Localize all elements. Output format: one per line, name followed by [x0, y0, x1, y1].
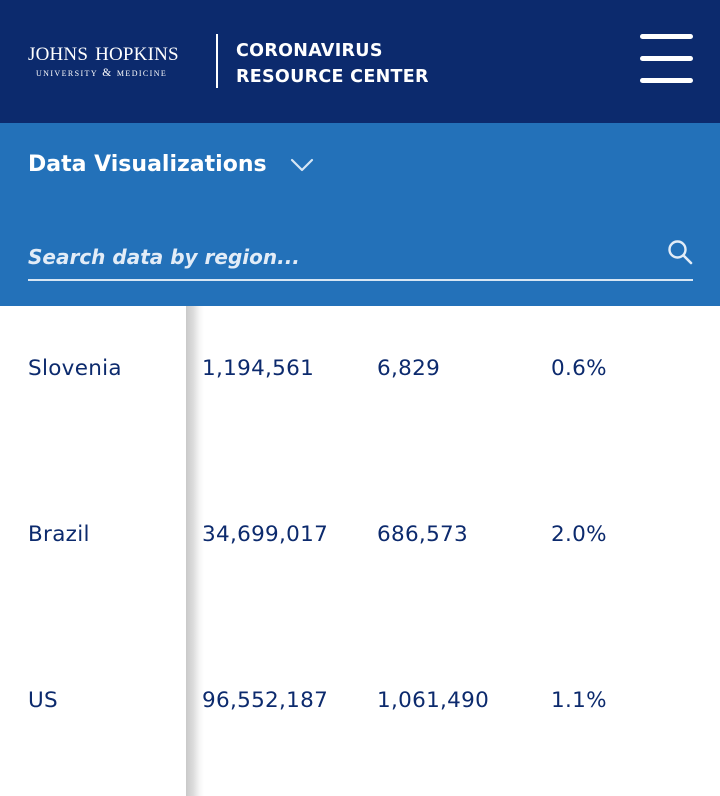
site-header: JOHNS HOPKINS UNIVERSITY & MEDICINE CORO… — [0, 0, 720, 123]
cases-cell: 1,194,561 — [202, 356, 315, 381]
rate-cell: 1.1% — [551, 688, 607, 713]
deaths-cell: 686,573 — [377, 522, 469, 547]
subnav-bar: Data Visualizations — [0, 123, 720, 306]
country-cell[interactable]: US — [28, 688, 58, 713]
rate-cell: 2.0% — [551, 522, 607, 547]
deaths-cell: 1,061,490 — [377, 688, 490, 713]
logo-line-2: UNIVERSITY & MEDICINE — [36, 67, 168, 79]
menu-bar-top — [640, 34, 693, 39]
menu-bar-bottom — [640, 78, 693, 83]
johns-hopkins-logo[interactable]: JOHNS HOPKINS UNIVERSITY & MEDICINE — [28, 36, 179, 80]
data-visualizations-label: Data Visualizations — [28, 152, 267, 177]
deaths-cell: 6,829 — [377, 356, 441, 381]
data-table[interactable]: Slovenia 1,194,561 6,829 0.6% Brazil 34,… — [0, 306, 720, 796]
cases-cell: 96,552,187 — [202, 688, 329, 713]
site-title[interactable]: CORONAVIRUS RESOURCE CENTER — [236, 38, 429, 90]
table-row: Brazil 34,699,017 686,573 2.0% — [0, 515, 720, 555]
frozen-column-shadow — [186, 306, 204, 796]
table-row: US 96,552,187 1,061,490 1.1% — [0, 681, 720, 721]
search-input[interactable] — [28, 235, 648, 279]
hamburger-menu-icon[interactable] — [640, 32, 694, 90]
chevron-down-icon — [290, 158, 313, 172]
site-title-line-1: CORONAVIRUS — [236, 41, 383, 61]
rate-cell: 0.6% — [551, 356, 607, 381]
search-icon[interactable] — [667, 239, 693, 265]
country-cell[interactable]: Brazil — [28, 522, 90, 547]
table-row: Slovenia 1,194,561 6,829 0.6% — [0, 349, 720, 389]
logo-divider — [216, 34, 218, 88]
site-title-line-2: RESOURCE CENTER — [236, 67, 429, 87]
country-cell[interactable]: Slovenia — [28, 356, 122, 381]
logo-line-1: JOHNS HOPKINS — [28, 36, 179, 66]
data-visualizations-dropdown[interactable]: Data Visualizations — [28, 149, 314, 181]
cases-cell: 34,699,017 — [202, 522, 329, 547]
search-field — [28, 235, 693, 281]
menu-bar-middle — [640, 56, 693, 61]
